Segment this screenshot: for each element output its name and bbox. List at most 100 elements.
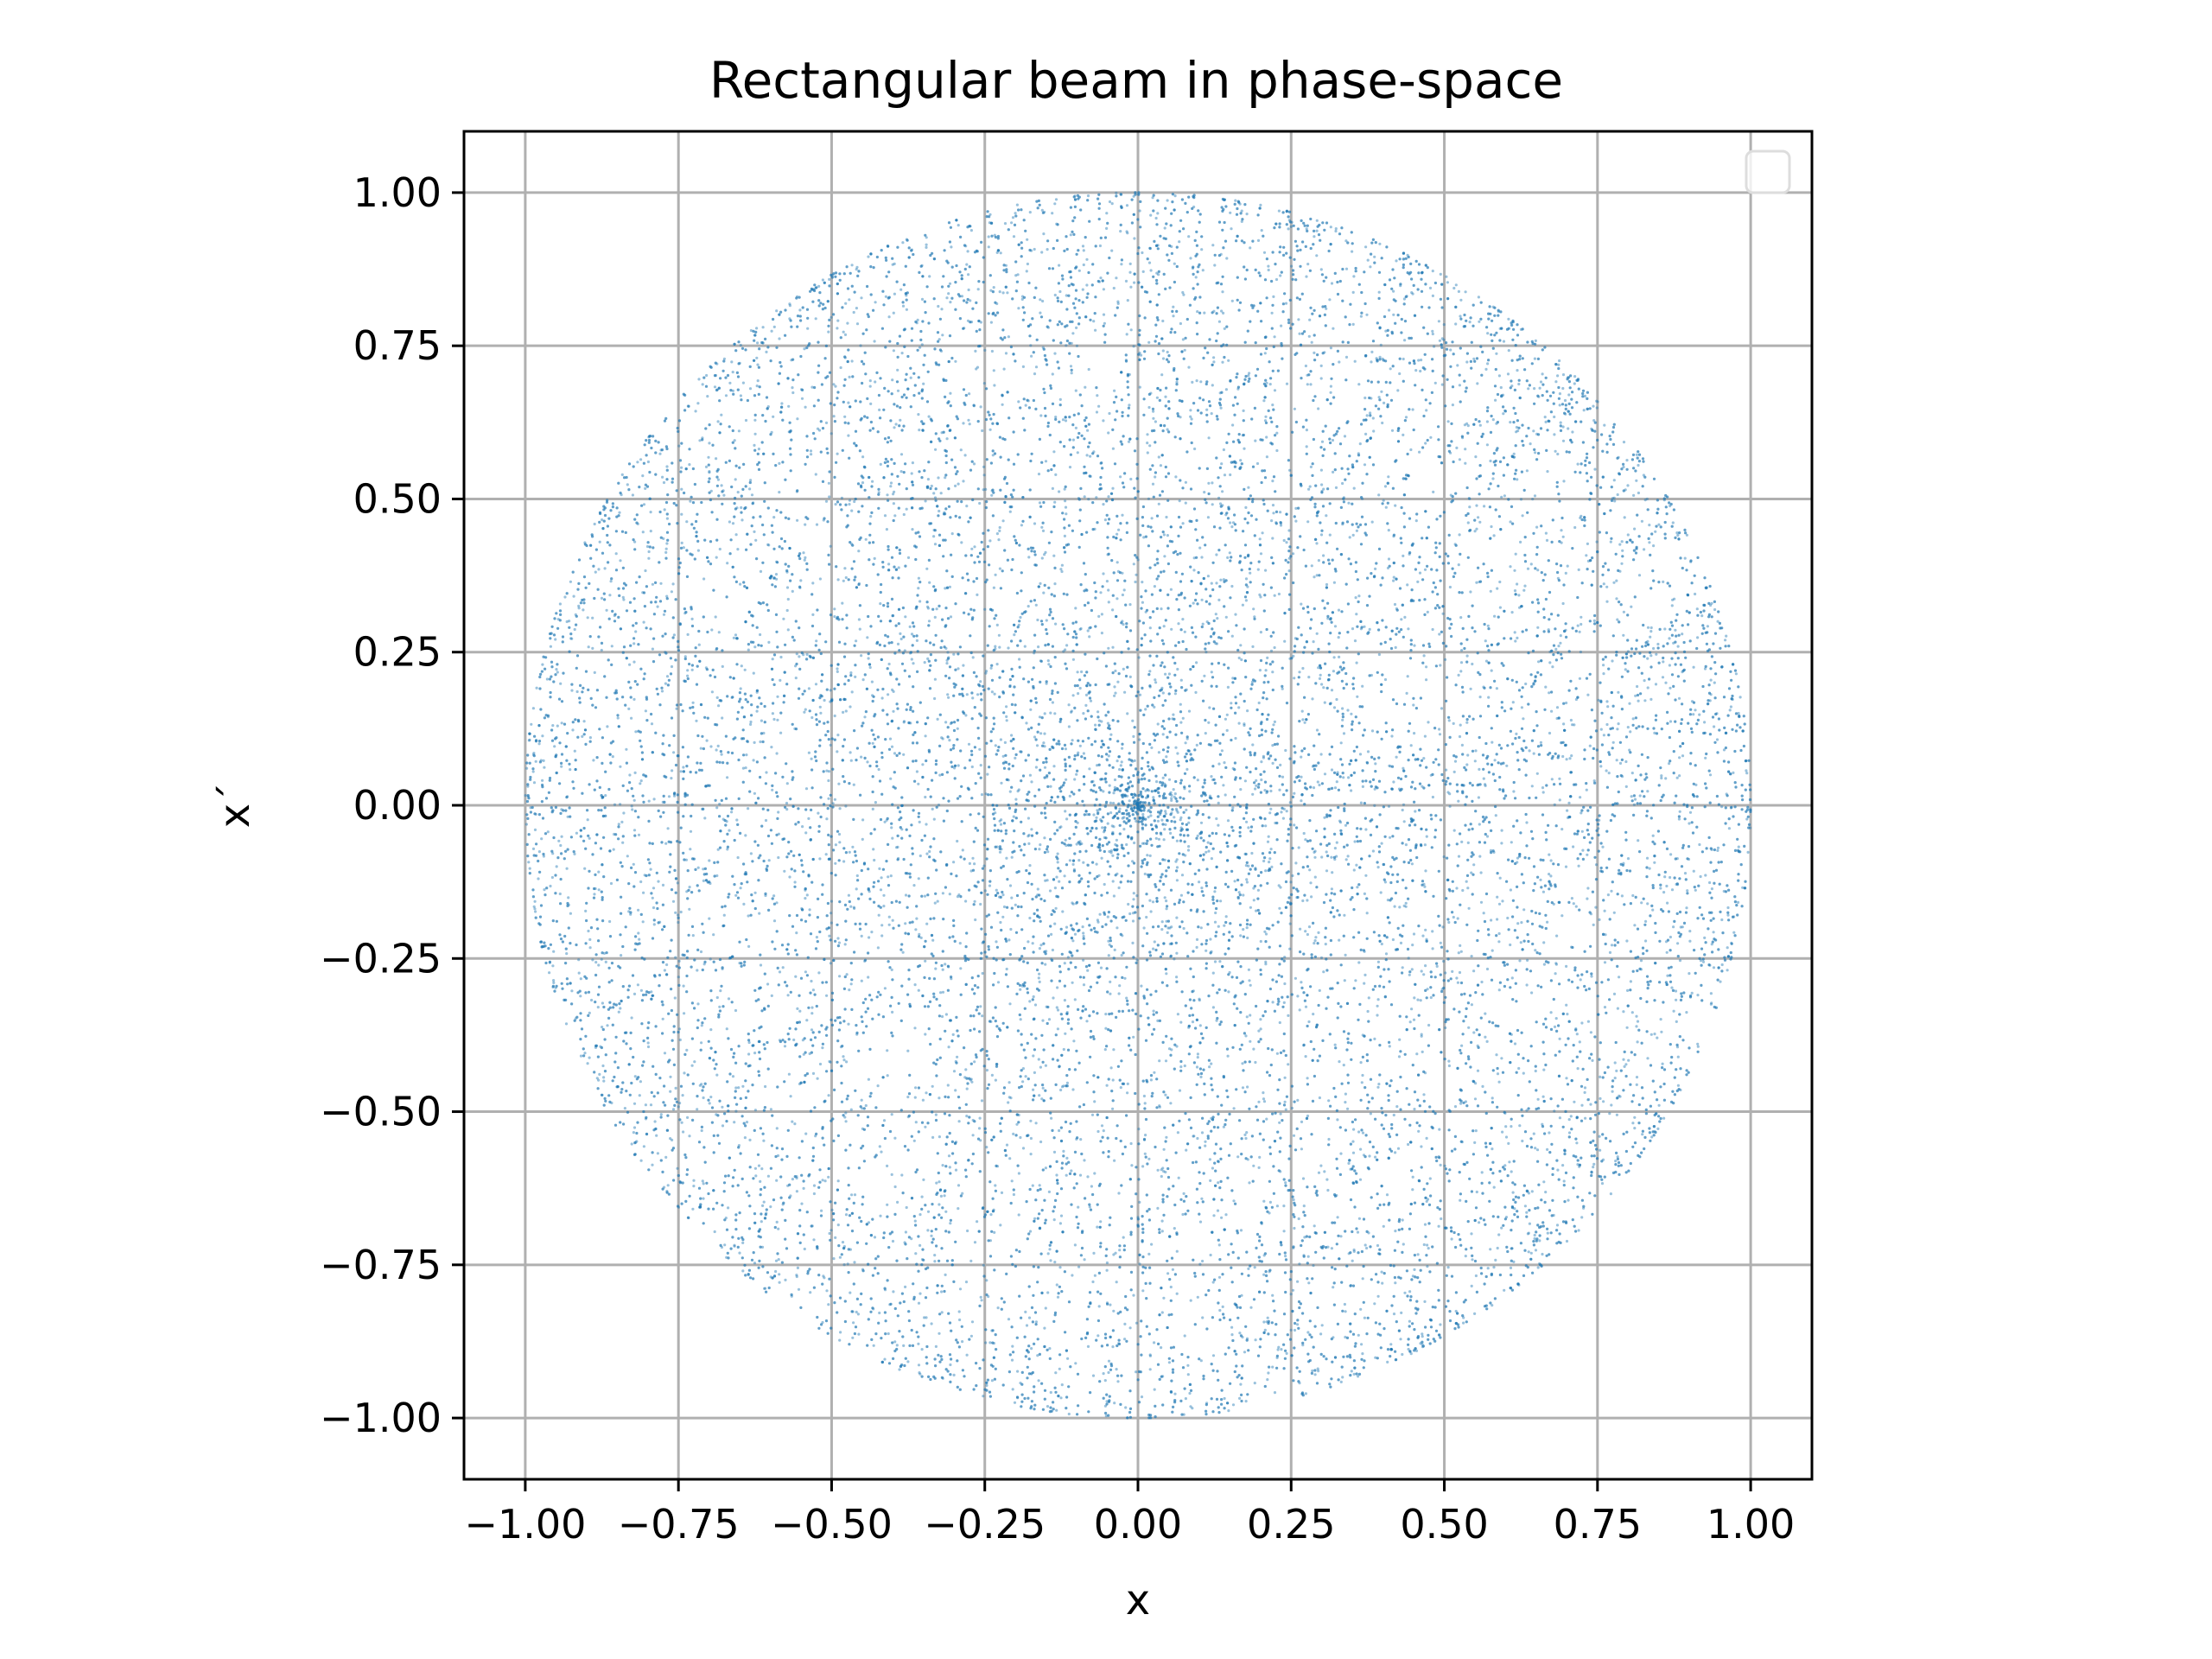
scatter-point bbox=[799, 579, 803, 582]
scatter-point bbox=[753, 530, 756, 534]
scatter-point bbox=[633, 771, 637, 775]
scatter-point bbox=[674, 911, 677, 914]
scatter-point bbox=[1519, 498, 1523, 501]
scatter-point bbox=[1377, 1083, 1381, 1086]
scatter-point bbox=[1039, 944, 1043, 947]
scatter-point bbox=[1675, 531, 1679, 535]
scatter-point bbox=[716, 848, 720, 851]
scatter-point bbox=[1564, 571, 1567, 575]
scatter-point bbox=[709, 957, 712, 961]
scatter-point bbox=[762, 452, 766, 455]
scatter-point bbox=[1187, 235, 1191, 238]
scatter-point bbox=[1491, 949, 1494, 952]
scatter-point bbox=[1412, 932, 1416, 936]
scatter-point bbox=[1304, 1392, 1307, 1395]
scatter-point bbox=[1275, 1205, 1279, 1208]
scatter-point bbox=[1478, 696, 1482, 699]
scatter-point bbox=[936, 899, 939, 903]
scatter-point bbox=[1219, 578, 1223, 582]
scatter-point bbox=[1444, 1026, 1447, 1030]
scatter-point bbox=[899, 637, 903, 641]
scatter-point bbox=[594, 961, 598, 964]
scatter-point bbox=[765, 1211, 768, 1215]
scatter-point bbox=[1473, 760, 1477, 763]
scatter-point bbox=[1621, 775, 1624, 779]
scatter-point bbox=[807, 687, 811, 690]
scatter-point bbox=[846, 1262, 849, 1266]
scatter-point bbox=[1250, 680, 1255, 683]
scatter-point bbox=[850, 1193, 854, 1197]
chart-title: Rectangular beam in phase-space bbox=[709, 51, 1563, 110]
scatter-point bbox=[612, 848, 615, 851]
scatter-point bbox=[1042, 591, 1046, 594]
scatter-point bbox=[598, 540, 601, 543]
scatter-point bbox=[1245, 820, 1249, 823]
scatter-point bbox=[601, 518, 604, 522]
scatter-point bbox=[1484, 783, 1487, 786]
scatter-point bbox=[1303, 1236, 1306, 1239]
scatter-point bbox=[1180, 874, 1185, 877]
scatter-point bbox=[1256, 238, 1261, 242]
scatter-point bbox=[644, 1103, 648, 1107]
scatter-point bbox=[1458, 458, 1461, 461]
scatter-point bbox=[1533, 1233, 1536, 1237]
scatter-point bbox=[658, 452, 662, 455]
scatter-point bbox=[560, 721, 563, 725]
scatter-point bbox=[883, 514, 887, 518]
scatter-point bbox=[1029, 1119, 1033, 1122]
scatter-point bbox=[1096, 1225, 1099, 1229]
scatter-point bbox=[1670, 986, 1674, 989]
scatter-point bbox=[879, 888, 883, 892]
scatter-point bbox=[1141, 1165, 1145, 1168]
scatter-point bbox=[996, 1306, 1000, 1310]
scatter-point bbox=[1044, 460, 1048, 463]
scatter-point bbox=[1532, 429, 1535, 433]
scatter-point bbox=[1105, 1301, 1109, 1305]
scatter-point bbox=[1384, 329, 1388, 333]
scatter-point bbox=[948, 282, 952, 285]
scatter-point bbox=[754, 1174, 758, 1178]
scatter-point bbox=[1323, 701, 1326, 704]
scatter-point bbox=[1418, 450, 1421, 454]
scatter-point bbox=[988, 1239, 992, 1243]
scatter-point bbox=[772, 717, 776, 721]
scatter-point bbox=[1077, 692, 1080, 696]
scatter-point bbox=[1056, 861, 1059, 864]
scatter-point bbox=[1040, 208, 1044, 212]
scatter-point bbox=[638, 938, 641, 941]
scatter-point bbox=[1168, 926, 1172, 930]
scatter-point bbox=[1586, 559, 1590, 563]
scatter-point bbox=[1558, 777, 1561, 780]
scatter-point bbox=[796, 295, 799, 298]
scatter-point bbox=[1025, 270, 1028, 273]
scatter-point bbox=[830, 697, 834, 701]
scatter-point bbox=[1535, 525, 1539, 529]
scatter-point bbox=[714, 373, 718, 378]
scatter-point bbox=[1161, 759, 1166, 762]
scatter-point bbox=[1591, 428, 1594, 432]
scatter-point bbox=[1148, 1354, 1152, 1357]
scatter-point bbox=[1283, 639, 1287, 643]
scatter-point bbox=[1713, 681, 1716, 684]
scatter-point bbox=[1110, 202, 1114, 206]
scatter-point bbox=[923, 894, 927, 898]
scatter-point bbox=[1124, 1406, 1128, 1409]
scatter-point bbox=[1044, 963, 1047, 966]
scatter-point bbox=[1456, 917, 1459, 920]
scatter-point bbox=[1305, 445, 1308, 448]
scatter-point bbox=[1053, 500, 1057, 504]
scatter-point bbox=[957, 1310, 961, 1313]
scatter-point bbox=[1676, 883, 1680, 887]
scatter-point bbox=[1255, 461, 1260, 466]
scatter-point bbox=[1318, 1096, 1321, 1100]
scatter-point bbox=[1164, 672, 1167, 676]
scatter-point bbox=[1440, 988, 1444, 991]
scatter-point bbox=[1732, 771, 1735, 775]
scatter-point bbox=[683, 1012, 686, 1015]
scatter-point bbox=[1093, 1172, 1096, 1175]
scatter-point bbox=[825, 769, 829, 772]
scatter-point bbox=[680, 487, 683, 491]
scatter-point bbox=[713, 1230, 716, 1234]
scatter-point bbox=[793, 880, 797, 884]
scatter-point bbox=[1370, 729, 1375, 733]
